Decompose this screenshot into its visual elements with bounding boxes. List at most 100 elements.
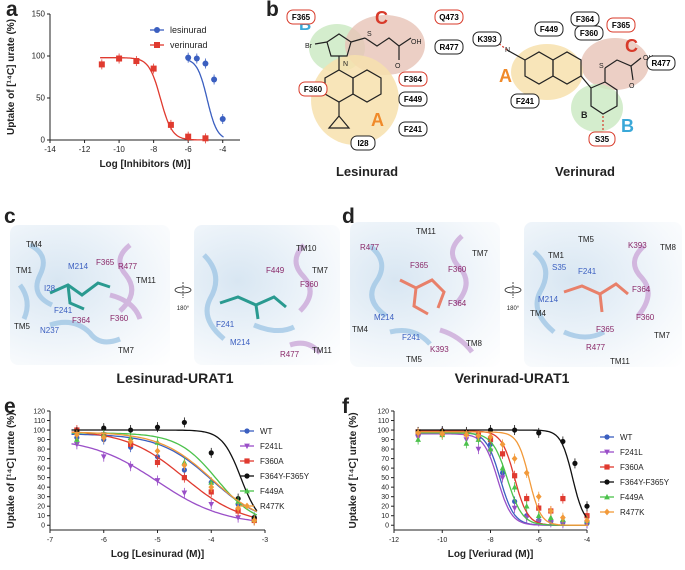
helix-shapes	[368, 234, 474, 354]
data-point	[219, 116, 226, 122]
data-point	[154, 447, 161, 455]
y-tick-label: 10	[381, 513, 389, 520]
data-point	[185, 54, 192, 61]
residue-label: M214	[68, 262, 89, 271]
data-point	[211, 76, 218, 83]
data-point	[439, 430, 446, 438]
residue-label: F241	[578, 267, 597, 276]
residue-label: F365	[96, 258, 115, 267]
residue-box: F365	[612, 21, 631, 30]
y-tick-label: 50	[36, 94, 45, 103]
panel-d-structure-left: TM11 R477 TM7 F365 F360 F364 M214 TM4 F2…	[350, 222, 500, 367]
data-point	[463, 440, 470, 446]
residue-label: F364	[448, 299, 467, 308]
residue-label: F364	[72, 316, 91, 325]
residue-box: R477	[439, 43, 459, 52]
data-point	[185, 133, 192, 140]
y-tick-label: 60	[37, 466, 45, 473]
data-point	[181, 490, 188, 496]
data-point	[604, 479, 610, 485]
y-tick-label: 100	[32, 52, 46, 61]
residue-label: F364	[632, 285, 651, 294]
fit-curve	[186, 59, 224, 138]
panel-label-e: e	[4, 395, 16, 418]
data-point	[524, 495, 530, 502]
lesinurad-atom-s: S	[367, 31, 372, 38]
data-point	[98, 61, 105, 68]
data-point	[499, 440, 506, 448]
legend-label: F364Y-F365Y	[620, 478, 670, 487]
y-tick-label: 120	[33, 409, 45, 416]
legend-label: WT	[620, 433, 633, 442]
residue-label: R477	[118, 262, 138, 271]
panel-label-b: b	[266, 0, 279, 21]
chart-e: -7 -6 -5 -4 -3 0 10 20 30 40 50 60 70 80 90 100 110 120 Lo…	[6, 409, 310, 561]
residue-box: Q473	[439, 13, 459, 22]
data-point	[535, 493, 542, 501]
x-tick-label: -4	[219, 145, 227, 154]
data-point	[154, 27, 160, 33]
series-lesinurad	[185, 52, 226, 138]
data-point	[604, 434, 610, 440]
panel-c-caption: Lesinurad-URAT1	[116, 370, 234, 386]
residue-label: M214	[230, 338, 251, 347]
residue-box: F365	[292, 13, 311, 22]
rotation-label: 180°	[177, 306, 190, 312]
series-R477K	[415, 427, 590, 526]
x-tick-label: -6	[185, 145, 193, 154]
y-tick-label: 40	[37, 485, 45, 492]
legend-label: WT	[260, 427, 273, 436]
data-point	[127, 463, 134, 470]
residue-label: S35	[552, 263, 567, 272]
verinurad-residues: F364 F360 F365 K393 F449 R477 F241 S35	[472, 11, 676, 147]
data-point	[208, 450, 214, 456]
fit-curve	[415, 431, 589, 526]
residue-label: TM4	[530, 309, 547, 318]
y-tick-label: 110	[378, 418, 389, 425]
data-point	[560, 438, 566, 445]
residue-label: R477	[360, 243, 380, 252]
panel-label-a: a	[6, 0, 18, 21]
panel-d-rotation: 180°	[504, 282, 522, 312]
fit-curve	[71, 429, 258, 512]
verinurad-skeleton	[506, 49, 642, 115]
residue-label: F365	[410, 261, 429, 270]
legend-label: verinurad	[170, 40, 208, 50]
residue-box: R477	[651, 59, 671, 68]
fit-curve	[71, 433, 258, 513]
residue-label: F449	[266, 266, 285, 275]
x-tick-label: -6	[101, 537, 107, 544]
legend-label: F241L	[260, 442, 283, 451]
residue-label: TM11	[416, 227, 436, 236]
y-tick-label: 20	[37, 504, 45, 511]
data-point	[535, 512, 542, 519]
residue-label: R477	[280, 350, 300, 359]
y-tick-label: 30	[381, 494, 389, 501]
residue-label: TM7	[118, 346, 135, 355]
data-point	[128, 427, 134, 433]
data-point	[100, 434, 107, 442]
series-F360A	[71, 425, 258, 526]
legend-label: F449A	[260, 487, 284, 496]
data-point	[604, 493, 610, 500]
panel-c-structure-left: TM4 TM1 M214 F365 R477 TM11 I28 F241 N23…	[10, 225, 170, 365]
series-R477K	[71, 429, 258, 526]
y-tick-label: 0	[385, 523, 389, 530]
data-point	[604, 449, 610, 456]
residue-label: F365	[596, 325, 615, 334]
residue-label: TM1	[16, 266, 33, 275]
data-point	[251, 517, 258, 524]
series-F449A	[71, 429, 258, 525]
lesinurad-atom-n: N	[343, 61, 348, 68]
data-point	[511, 505, 518, 512]
legend-label: F360A	[260, 457, 284, 466]
data-point	[208, 483, 215, 491]
lesinurad-residues: F365 Q473 R477 F364 F449 F360 F241 I28	[286, 9, 464, 151]
residue-box: I28	[357, 139, 369, 148]
x-tick-label: -5	[154, 537, 160, 544]
residue-box: F360	[304, 85, 323, 94]
residue-label: M214	[538, 295, 559, 304]
y-tick-label: 70	[381, 456, 389, 463]
residue-label: F360	[636, 313, 655, 322]
verinurad-atom-s: S	[599, 63, 604, 70]
